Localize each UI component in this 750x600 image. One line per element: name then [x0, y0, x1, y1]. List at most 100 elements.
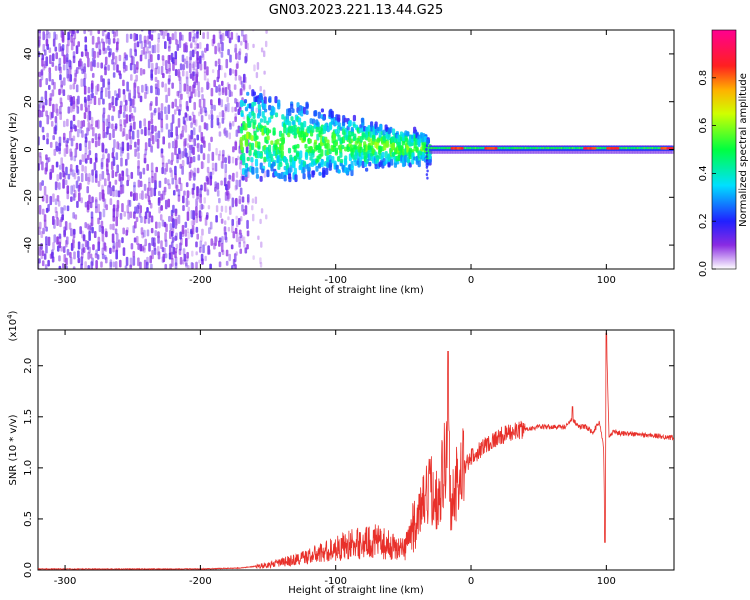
spectrogram-cell	[227, 154, 230, 161]
spectrogram-cell	[160, 240, 163, 250]
spectrogram-cell	[87, 30, 90, 32]
spectrogram-cell	[75, 180, 79, 189]
spectrogram-cell	[411, 158, 415, 165]
spectrogram-cell	[103, 198, 107, 208]
spectrogram-cell	[143, 229, 146, 238]
spectrogram-cell	[157, 231, 160, 239]
spectrogram-cell	[104, 56, 108, 66]
spectrogram-cell	[72, 184, 76, 192]
spectrogram-cell	[157, 107, 161, 114]
spectrogram-cell	[154, 180, 157, 190]
spectrogram-cell	[216, 182, 220, 190]
spectrogram-cell	[225, 130, 229, 138]
spectrogram-cell	[54, 206, 58, 214]
spectrogram-cell	[358, 160, 363, 166]
spectrogram-cell	[47, 259, 50, 267]
spectrogram-cell	[105, 33, 108, 40]
spectrogram-cell	[58, 265, 62, 269]
spectrogram-cell	[221, 32, 225, 41]
spectrogram-cell	[156, 138, 160, 149]
spectrogram-cell	[160, 148, 164, 154]
spectrogram-cell	[199, 41, 202, 50]
spectrogram-cell	[229, 54, 232, 63]
spectrogram-cell	[231, 156, 235, 164]
spectrogram-cell	[153, 44, 157, 54]
spectrogram-cell	[176, 90, 180, 97]
spectrogram-cell	[100, 75, 103, 83]
spectrogram-cell	[55, 211, 59, 219]
spectrogram-cell	[263, 116, 267, 124]
spectrogram-cell	[150, 215, 154, 223]
spectrogram-cell	[311, 125, 315, 133]
spectrogram-cell	[77, 176, 80, 182]
spectrogram-cell	[206, 31, 210, 40]
spectrogram-cell	[69, 84, 73, 90]
spectrogram-cell	[128, 129, 132, 140]
spectrogram-cell	[303, 106, 307, 115]
spectrogram-cell	[196, 143, 199, 149]
spectrogram-cell	[223, 177, 227, 187]
spectrogram-cell	[186, 255, 189, 262]
spectrogram-cell	[185, 60, 189, 69]
spectrogram-cell	[205, 69, 209, 76]
spectrogram-cell	[189, 73, 193, 79]
spectrogram-cell	[150, 263, 153, 269]
spectrogram-cell	[103, 254, 107, 260]
spectrogram-cell	[107, 121, 111, 129]
spectrogram-cell	[208, 142, 211, 152]
spectrogram-cell	[307, 173, 311, 180]
spectrogram-cell	[228, 193, 232, 199]
spectrogram-cell	[54, 115, 58, 123]
spectrogram-cell	[156, 79, 160, 89]
spectrogram-cell	[122, 61, 126, 69]
spectrogram-cell	[195, 241, 198, 248]
spectrogram-cell	[45, 110, 48, 117]
spectrogram-cell	[129, 211, 133, 219]
spectrogram-cell	[224, 171, 227, 179]
spectrogram-cell	[231, 218, 234, 226]
spectrogram-cell	[192, 210, 195, 220]
spectrogram-cell	[137, 165, 140, 176]
spectrogram-cell	[152, 237, 156, 248]
spectrogram-cell	[240, 142, 244, 150]
spectrogram-cell	[139, 193, 142, 200]
spectrogram-cell	[161, 81, 164, 88]
spectrogram-cell	[225, 58, 229, 69]
spectrogram-cell	[80, 256, 84, 266]
spectrogram-cell	[91, 35, 95, 45]
spectrogram-cell	[55, 141, 58, 151]
spectrogram-cell	[204, 255, 207, 262]
spectrogram-cell	[68, 65, 72, 75]
spectrogram-cell	[187, 90, 190, 99]
spectrogram-cell	[167, 129, 171, 138]
spectrogram-cell	[202, 204, 205, 210]
spectrogram-cell	[303, 120, 307, 128]
spectrogram-cell	[191, 224, 195, 235]
spectrogram-cell	[66, 248, 70, 256]
spectrogram-cell	[174, 208, 178, 214]
spectrogram-cell	[103, 178, 107, 187]
spectrogram-cell	[263, 96, 267, 105]
spectrogram-cell	[201, 50, 204, 58]
spectrogram-cell	[218, 261, 222, 268]
spectrogram-cell	[218, 30, 222, 34]
spectrogram-cell	[95, 249, 98, 256]
spectrogram-cell	[206, 187, 209, 192]
spectrogram-cell	[218, 84, 221, 92]
spectrogram-cell	[185, 100, 189, 110]
spectrogram-cell	[115, 249, 118, 260]
spectrogram-cell	[244, 123, 248, 131]
spectrogram-cell	[183, 138, 187, 147]
spectrogram-cell	[98, 224, 102, 233]
spectrogram-cell	[197, 90, 201, 98]
spectrogram-cell	[184, 137, 188, 146]
spectrogram-cell	[210, 99, 213, 106]
spectrogram-cell	[201, 94, 204, 101]
spectrogram-cell	[235, 171, 239, 178]
spectrogram-cell	[195, 215, 199, 224]
spectrogram-cell	[102, 98, 105, 105]
spectrogram-cell	[215, 214, 218, 223]
spectrogram-cell	[220, 41, 223, 49]
spectrogram-cell	[125, 168, 129, 177]
spectrogram-cell	[236, 220, 239, 228]
